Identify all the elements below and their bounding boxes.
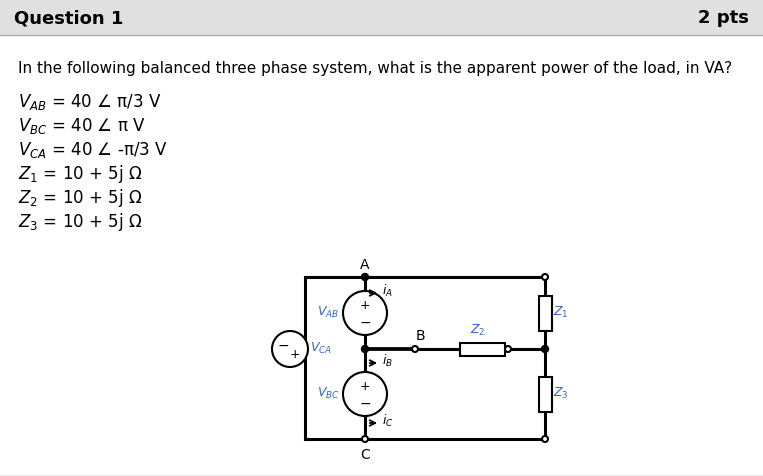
Text: $V_{CA}$ = 40 ∠ -π/3 V: $V_{CA}$ = 40 ∠ -π/3 V	[18, 140, 168, 159]
Text: B: B	[415, 328, 425, 342]
Text: 2 pts: 2 pts	[698, 9, 749, 27]
Circle shape	[343, 372, 387, 416]
Text: $V_{AB}$: $V_{AB}$	[317, 304, 339, 319]
Circle shape	[542, 436, 548, 442]
Circle shape	[542, 346, 549, 353]
Text: $i_A$: $i_A$	[382, 282, 393, 298]
Text: C: C	[360, 447, 370, 461]
Text: $Z_1$: $Z_1$	[553, 304, 568, 319]
Text: $Z_3$: $Z_3$	[553, 385, 568, 400]
Text: $Z_1$ = 10 + 5j Ω: $Z_1$ = 10 + 5j Ω	[18, 163, 143, 185]
Circle shape	[505, 346, 511, 352]
Circle shape	[362, 346, 369, 353]
Circle shape	[412, 346, 418, 352]
Text: $Z_3$ = 10 + 5j Ω: $Z_3$ = 10 + 5j Ω	[18, 210, 143, 232]
Text: $V_{AB}$ = 40 ∠ π/3 V: $V_{AB}$ = 40 ∠ π/3 V	[18, 92, 162, 112]
Bar	[0, 0, 763, 36]
Circle shape	[272, 331, 308, 367]
Text: −: −	[359, 396, 371, 410]
Text: −: −	[277, 338, 289, 352]
Text: +: +	[359, 299, 370, 312]
Bar	[460, 343, 505, 356]
Circle shape	[362, 274, 369, 281]
Circle shape	[542, 275, 548, 280]
Text: $i_B$: $i_B$	[382, 352, 393, 368]
Circle shape	[362, 436, 368, 442]
Bar	[539, 296, 552, 331]
Text: $Z_2$ = 10 + 5j Ω: $Z_2$ = 10 + 5j Ω	[18, 187, 143, 208]
Text: −: −	[359, 315, 371, 329]
Circle shape	[343, 291, 387, 335]
Text: A: A	[360, 258, 370, 271]
Text: $V_{BC}$: $V_{BC}$	[317, 385, 340, 400]
Text: $Z_2$: $Z_2$	[470, 322, 485, 337]
Text: $V_{CA}$: $V_{CA}$	[310, 340, 332, 355]
Text: +: +	[359, 380, 370, 393]
Bar	[539, 377, 552, 412]
Text: +: +	[290, 348, 301, 361]
Text: $i_C$: $i_C$	[382, 412, 394, 428]
Text: $V_{BC}$ = 40 ∠ π V: $V_{BC}$ = 40 ∠ π V	[18, 116, 146, 136]
Text: Question 1: Question 1	[14, 9, 124, 27]
Text: In the following balanced three phase system, what is the apparent power of the : In the following balanced three phase sy…	[18, 60, 732, 75]
